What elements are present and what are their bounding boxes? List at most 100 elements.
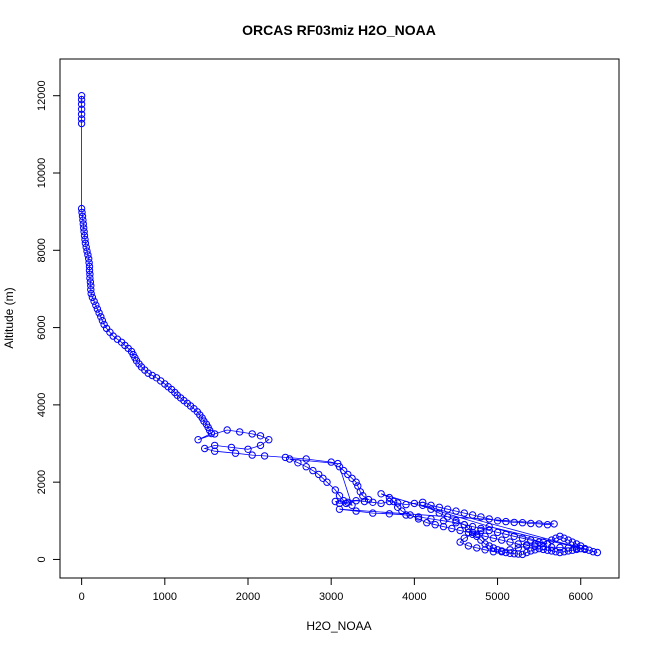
data-point — [502, 530, 510, 538]
data-point — [77, 110, 86, 119]
data-point — [385, 493, 394, 502]
data-point — [585, 546, 593, 554]
data-point — [452, 507, 460, 515]
data-point — [485, 526, 493, 535]
data-point — [256, 441, 265, 450]
data-point — [531, 546, 539, 554]
data-point — [86, 278, 95, 286]
data-point — [369, 509, 377, 517]
data-point — [560, 534, 568, 542]
data-point — [148, 371, 157, 380]
data-point — [77, 92, 86, 100]
data-point — [211, 441, 219, 450]
x-axis: 0 1000 2000 3000 4000 5000 6000 — [79, 577, 593, 603]
data-point — [510, 532, 518, 540]
data-point — [414, 513, 423, 521]
chart-title: ORCAS RF03miz H2O_NOAA — [242, 22, 436, 38]
data-point — [550, 520, 558, 528]
data-point — [285, 455, 294, 463]
data-point — [84, 251, 92, 259]
data-point — [481, 546, 489, 554]
data-point — [331, 486, 339, 494]
data-point — [83, 247, 91, 255]
data-point — [460, 509, 468, 517]
data-point — [518, 519, 527, 527]
data-point — [498, 536, 506, 544]
data-point — [543, 546, 552, 554]
data-point — [265, 436, 273, 444]
data-point — [377, 499, 385, 508]
data-point — [456, 526, 464, 535]
data-point — [473, 532, 481, 540]
data-point — [377, 490, 385, 498]
data-point — [535, 520, 543, 528]
data-point — [414, 515, 423, 523]
data-point — [85, 262, 94, 271]
data-point — [211, 447, 219, 455]
y-tick-label: 4000 — [36, 393, 48, 417]
data-point — [498, 547, 506, 555]
data-point — [531, 540, 539, 548]
data-point — [335, 492, 344, 500]
data-point — [80, 224, 88, 232]
data-point — [227, 443, 236, 452]
data-point — [406, 511, 414, 519]
data-point — [294, 459, 302, 467]
data-point — [85, 259, 93, 267]
data-point — [369, 498, 377, 506]
data-point — [211, 430, 219, 438]
data-point — [464, 524, 473, 533]
data-point — [419, 501, 427, 509]
data-point — [556, 543, 564, 552]
data-point — [427, 501, 435, 509]
data-point — [93, 305, 102, 313]
data-point — [527, 547, 535, 555]
data-point — [468, 522, 477, 531]
data-point — [394, 503, 402, 511]
data-point — [78, 208, 86, 217]
data-point — [556, 548, 564, 557]
y-tick-label: 6000 — [36, 315, 48, 339]
data-point — [82, 243, 90, 251]
data-point — [423, 519, 431, 527]
data-point — [402, 511, 410, 519]
data-point — [201, 444, 209, 453]
data-point — [552, 548, 560, 556]
data-point — [77, 95, 86, 104]
data-point — [410, 499, 419, 508]
data-point — [452, 517, 460, 525]
data-point — [348, 474, 356, 482]
data-point — [456, 538, 464, 546]
data-point — [435, 509, 443, 517]
data-point — [79, 220, 88, 228]
data-point — [79, 216, 87, 224]
data-point — [572, 540, 581, 548]
data-point — [100, 320, 108, 329]
data-point — [248, 451, 256, 459]
data-point — [80, 231, 89, 240]
data-point — [87, 282, 95, 290]
data-point — [385, 510, 394, 518]
data-point — [340, 466, 348, 475]
data-point — [344, 470, 352, 479]
data-point — [81, 239, 90, 248]
data-point — [207, 429, 216, 438]
data-point — [281, 453, 290, 462]
data-point — [194, 436, 202, 444]
data-point — [485, 522, 493, 531]
data-point — [493, 546, 502, 554]
data-series — [77, 92, 602, 559]
data-point — [539, 538, 547, 546]
data-point — [309, 466, 317, 475]
data-point — [302, 455, 310, 463]
x-tick-label: 1000 — [153, 591, 177, 603]
y-axis: 0 2000 4000 6000 8000 10000 12000 — [36, 80, 61, 563]
x-tick-label: 3000 — [319, 591, 343, 603]
data-point — [77, 100, 86, 108]
data-point — [431, 521, 439, 529]
data-point — [460, 534, 468, 542]
y-axis-label: Altitude (m) — [2, 287, 16, 348]
x-tick-label: 5000 — [485, 591, 509, 603]
data-point — [589, 548, 597, 556]
data-point — [427, 505, 435, 513]
